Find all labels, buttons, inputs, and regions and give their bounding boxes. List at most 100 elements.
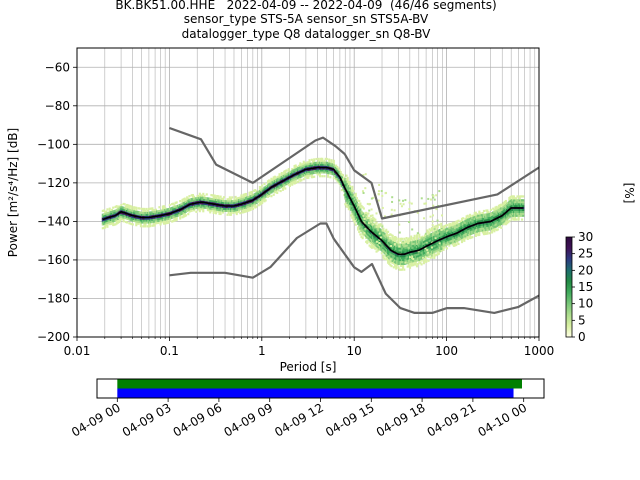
heatmap-cell xyxy=(305,169,308,172)
heatmap-cell xyxy=(399,255,402,258)
heatmap-cell xyxy=(519,208,522,212)
heatmap-cell xyxy=(388,253,391,256)
heatmap-cell xyxy=(413,254,416,257)
heatmap-cell xyxy=(346,199,349,203)
heatmap-cell xyxy=(193,201,196,204)
heatmap-cell xyxy=(408,239,412,242)
heatmap-cell xyxy=(382,250,385,254)
heatmap-cell xyxy=(464,225,467,228)
heatmap-cell xyxy=(317,157,320,160)
heatmap-cell xyxy=(104,224,107,227)
heatmap-cell xyxy=(141,213,144,216)
heatmap-cell xyxy=(226,204,229,207)
heatmap-cell xyxy=(414,244,417,247)
heatmap-cell xyxy=(482,229,486,232)
heatmap-cell xyxy=(272,176,275,179)
heatmap-cell xyxy=(131,215,134,218)
heatmap-cell xyxy=(130,217,133,220)
heatmap-cell xyxy=(343,193,346,197)
heatmap-cell xyxy=(475,226,479,229)
heatmap-cell xyxy=(516,199,519,202)
heatmap-cell xyxy=(369,236,372,239)
heatmap-cell xyxy=(478,226,481,229)
heatmap-cell xyxy=(203,198,206,201)
heatmap-cell xyxy=(492,224,495,228)
heatmap-cell xyxy=(333,172,337,175)
heatmap-cell xyxy=(147,221,151,224)
heatmap-cell xyxy=(106,221,109,224)
heatmap-cell xyxy=(208,201,211,204)
heatmap-cell xyxy=(149,219,152,222)
heatmap-cell xyxy=(472,227,475,231)
heatmap-cell xyxy=(376,247,379,250)
heatmap-cell xyxy=(339,180,342,183)
heatmap-cell xyxy=(390,213,393,216)
heatmap-cell xyxy=(421,245,424,248)
heatmap-cell xyxy=(315,163,318,166)
heatmap-cell xyxy=(182,207,185,211)
heatmap-cell xyxy=(467,229,470,232)
heatmap-cell xyxy=(435,224,438,228)
heatmap-cell xyxy=(427,236,430,239)
heatmap-cell xyxy=(152,209,155,212)
heatmap-cell xyxy=(433,229,436,233)
heatmap-cell xyxy=(420,251,423,254)
heatmap-cell xyxy=(306,163,309,166)
heatmap-cell xyxy=(345,178,348,181)
heatmap-cell xyxy=(234,209,237,212)
heatmap-cell xyxy=(421,239,424,242)
heatmap-cell xyxy=(308,170,311,173)
heatmap-cell xyxy=(404,243,407,246)
heatmap-cell xyxy=(102,215,106,218)
heatmap-cell xyxy=(436,253,439,256)
heatmap-cell xyxy=(189,207,192,211)
heatmap-cell xyxy=(439,236,442,239)
heatmap-cell xyxy=(329,168,332,171)
heatmap-cell xyxy=(380,189,383,192)
heatmap-cell xyxy=(263,200,266,203)
heatmap-cell xyxy=(424,236,427,239)
heatmap-cell xyxy=(310,162,313,165)
heatmap-cell xyxy=(456,222,459,225)
heatmap-cell xyxy=(317,169,320,172)
heatmap-cell xyxy=(517,199,520,202)
heatmap-cell xyxy=(469,236,472,240)
heatmap-cell xyxy=(368,236,371,239)
heatmap-cell xyxy=(121,217,124,221)
heatmap-cell xyxy=(427,234,430,237)
heatmap-cell xyxy=(323,161,326,164)
heatmap-cell xyxy=(239,206,242,209)
heatmap-cell xyxy=(466,220,469,223)
heatmap-cell xyxy=(205,193,208,196)
heatmap-cell xyxy=(474,234,477,237)
heatmap-cell xyxy=(332,163,335,166)
heatmap-cell xyxy=(503,214,506,217)
heatmap-cell xyxy=(270,189,273,192)
heatmap-cell xyxy=(501,204,504,208)
heatmap-cell xyxy=(302,178,305,181)
heatmap-cell xyxy=(445,241,449,244)
heatmap-cell xyxy=(488,216,491,219)
heatmap-cell xyxy=(395,242,398,245)
heatmap-cell xyxy=(161,213,164,216)
heatmap-cell xyxy=(360,226,363,229)
heatmap-cell xyxy=(240,194,243,197)
heatmap-cell xyxy=(339,171,342,174)
heatmap-cell xyxy=(352,205,355,208)
heatmap-cell xyxy=(199,202,203,205)
heatmap-cell xyxy=(428,235,431,239)
heatmap-cell xyxy=(188,195,191,198)
heatmap-cell xyxy=(234,201,237,204)
heatmap-cell xyxy=(153,224,156,227)
heatmap-cell xyxy=(450,241,453,244)
heatmap-cell xyxy=(367,221,370,224)
heatmap-cell xyxy=(374,226,377,229)
heatmap-cell xyxy=(359,223,362,226)
heatmap-cell xyxy=(470,226,473,230)
heatmap-cell xyxy=(368,244,371,247)
heatmap-cell xyxy=(201,204,204,207)
heatmap-cell xyxy=(463,224,466,227)
heatmap-cell xyxy=(439,246,442,249)
heatmap-cell xyxy=(302,166,305,169)
heatmap-cell xyxy=(256,193,259,196)
